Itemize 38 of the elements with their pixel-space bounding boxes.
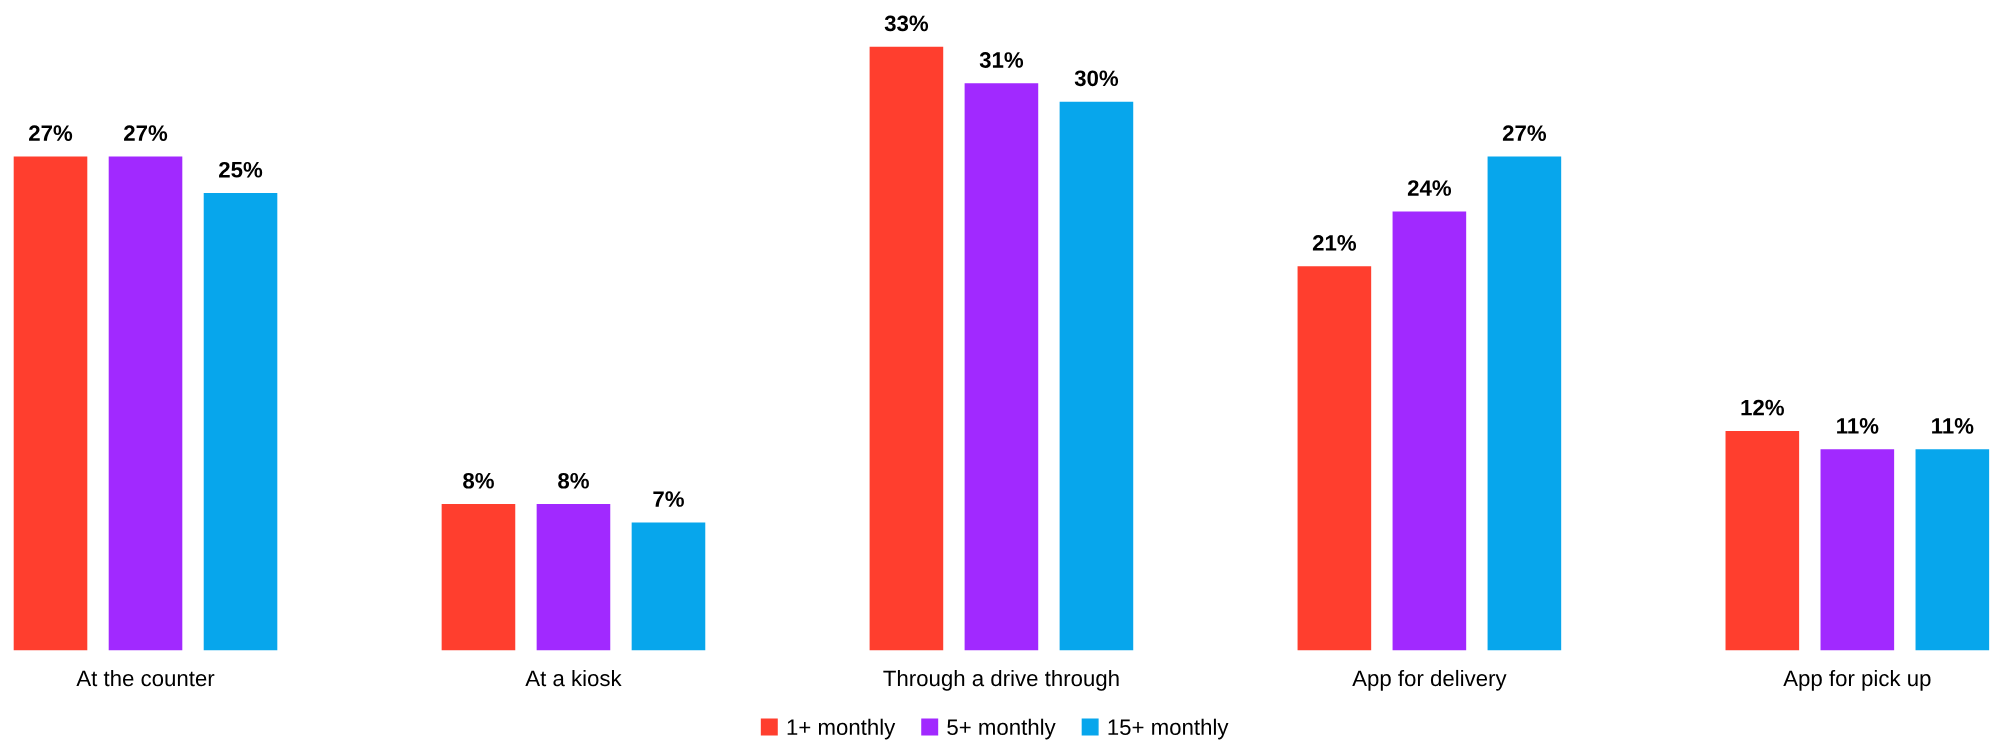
bar [964, 83, 1039, 651]
data-label: 7% [653, 491, 684, 507]
x-tick-label: App for pick up [1783, 669, 1931, 691]
data-label: 33% [884, 15, 929, 32]
bar [1297, 266, 1372, 651]
data-label: 11% [1837, 418, 1879, 434]
data-label: 25% [219, 161, 263, 178]
bar [108, 156, 183, 651]
data-label: 8% [558, 472, 589, 489]
bar [1725, 430, 1800, 651]
bar [1487, 156, 1562, 651]
bar [1915, 449, 1990, 651]
x-tick-label: Through a drive through [883, 669, 1119, 691]
data-label: 21% [1312, 235, 1357, 251]
bar [1059, 101, 1134, 651]
data-label: 30% [1074, 70, 1119, 87]
x-tick-label: App for delivery [1352, 669, 1507, 691]
data-label: 8% [463, 472, 494, 489]
data-label: 24% [1407, 180, 1452, 196]
bar [536, 504, 611, 651]
data-label: 27% [1502, 125, 1547, 141]
bar [441, 504, 516, 651]
legend-label: 1+ monthly [787, 718, 896, 740]
data-label: 31% [979, 52, 1024, 68]
data-label: 12% [1741, 399, 1784, 416]
bar [869, 46, 944, 651]
legend-label: 5+ monthly [947, 718, 1056, 740]
data-label: 27% [29, 125, 73, 141]
x-tick-label: At a kiosk [525, 669, 622, 687]
legend-label: 15+ monthly [1108, 718, 1229, 740]
bar [203, 193, 278, 651]
data-label: 11% [1932, 418, 1974, 434]
x-tick-label: At the counter [76, 669, 215, 687]
bar [13, 156, 88, 651]
bar [1820, 449, 1895, 651]
bar [1392, 211, 1467, 651]
data-label: 27% [124, 125, 168, 141]
bar [631, 522, 706, 651]
